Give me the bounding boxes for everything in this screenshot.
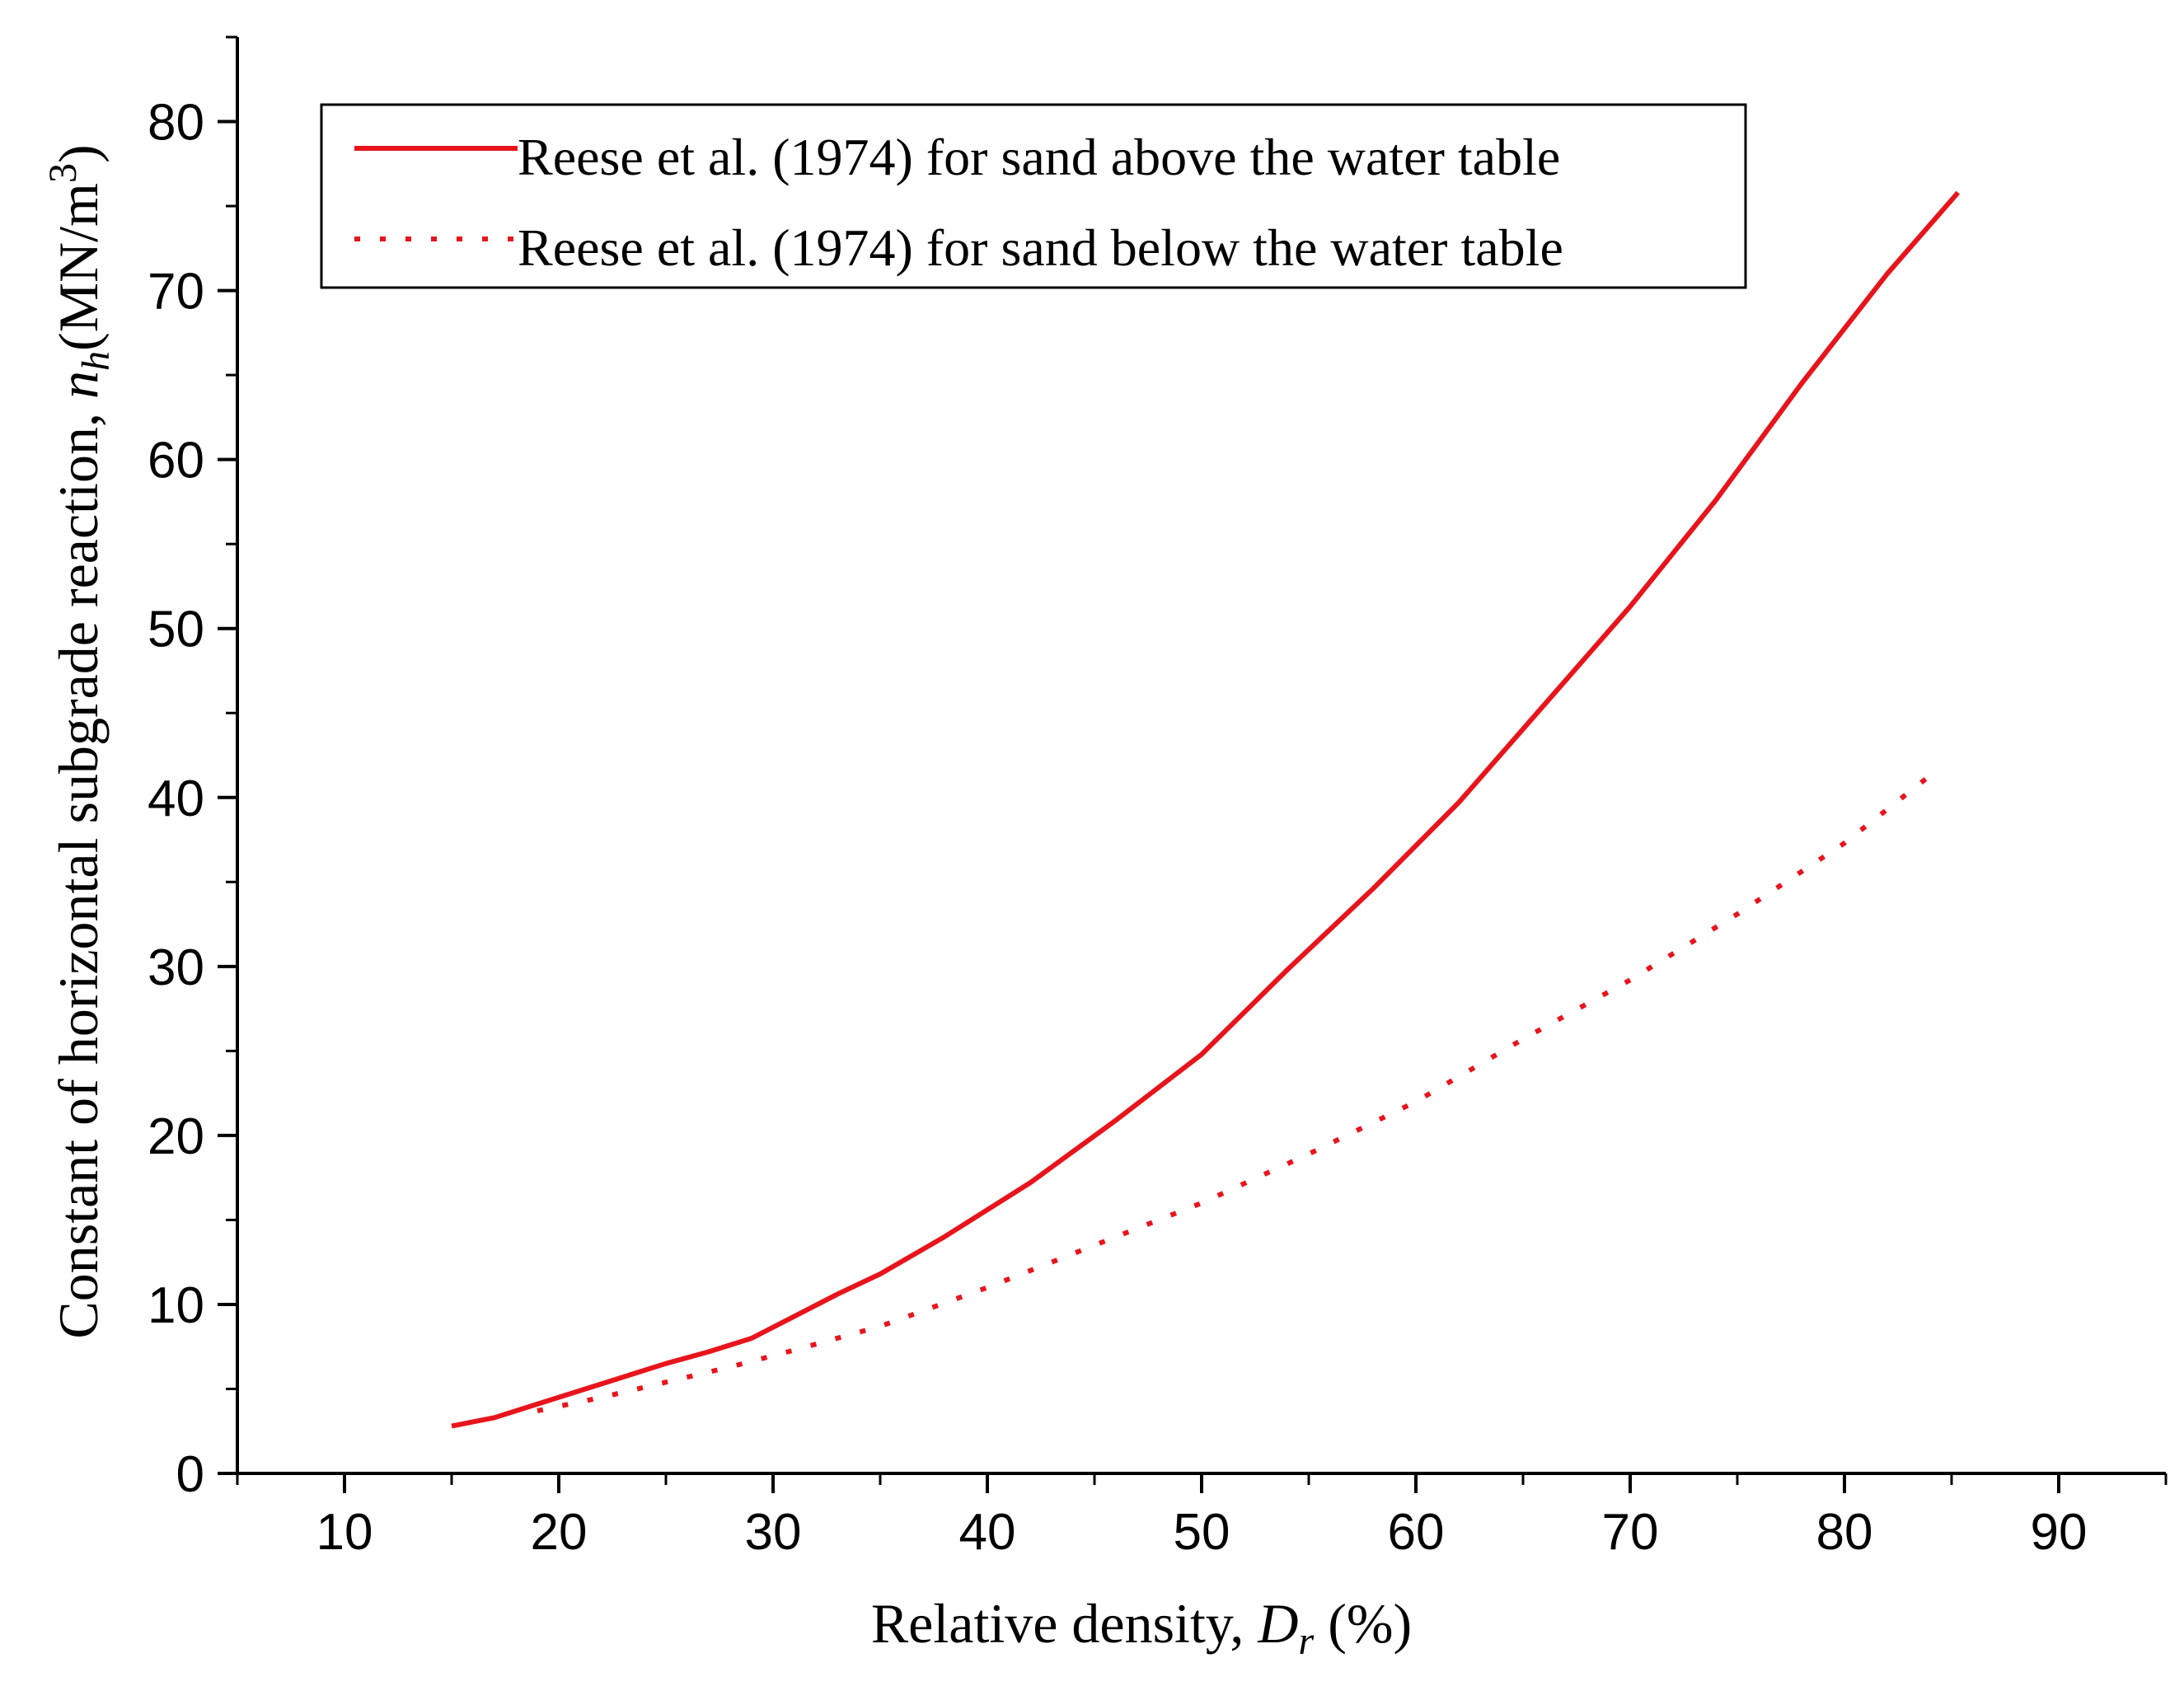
y-axis-title-subscript: h [74,351,118,371]
y-tick-label: 50 [148,602,204,658]
y-tick-label: 80 [148,95,204,152]
series-line-below-water-table [537,773,1932,1414]
y-tick-label: 30 [148,939,204,996]
y-tick-label: 0 [176,1446,204,1503]
y-axis-ticks: 0 10 20 30 40 50 60 70 80 [148,35,237,1503]
x-axis-title-variable: D [1257,1592,1298,1655]
x-tick-label: 90 [2031,1504,2088,1561]
y-tick-label: 40 [148,770,204,827]
y-tick-label: 20 [148,1108,204,1165]
x-tick-label: 20 [531,1504,588,1561]
series-line-above-water-table [451,190,1961,1429]
legend-label-above-water-table: Reese et al. (1974) for sand above the w… [518,128,1560,186]
x-axis-title-text: Relative density, [871,1592,1258,1655]
x-tick-label: 30 [745,1504,802,1561]
x-tick-label: 40 [959,1504,1016,1561]
y-tick-label: 10 [148,1277,204,1334]
x-tick-label: 10 [316,1504,373,1561]
legend: Reese et al. (1974) for sand above the w… [320,103,1747,289]
legend-box [320,103,1747,289]
x-axis-title-unit: (%) [1314,1592,1412,1655]
legend-label-below-water-table: Reese et al. (1974) for sand below the w… [518,218,1563,277]
y-axis-title: Constant of horizontal subgrade reaction… [41,144,118,1338]
x-tick-label: 50 [1174,1504,1230,1561]
series-layer [451,190,1961,1429]
y-tick-label: 70 [148,264,204,321]
y-axis-title-text: Constant of horizontal subgrade reaction… [47,399,110,1339]
y-tick-label: 60 [148,433,204,489]
y-axis-title-unit: (MN/m [47,183,110,351]
x-tick-label: 70 [1602,1504,1659,1561]
y-axis-title-close: ) [47,144,110,163]
y-axis-title-superscript: 3 [41,163,85,183]
x-tick-label: 80 [1816,1504,1873,1561]
x-tick-label: 60 [1388,1504,1445,1561]
y-axis-title-variable: n [47,371,110,399]
x-axis-title: Relative density, Dr (%) [871,1592,1412,1663]
x-axis-ticks: 10 20 30 40 50 60 70 80 90 [236,1473,2168,1561]
x-axis-title-subscript: r [1299,1619,1315,1663]
